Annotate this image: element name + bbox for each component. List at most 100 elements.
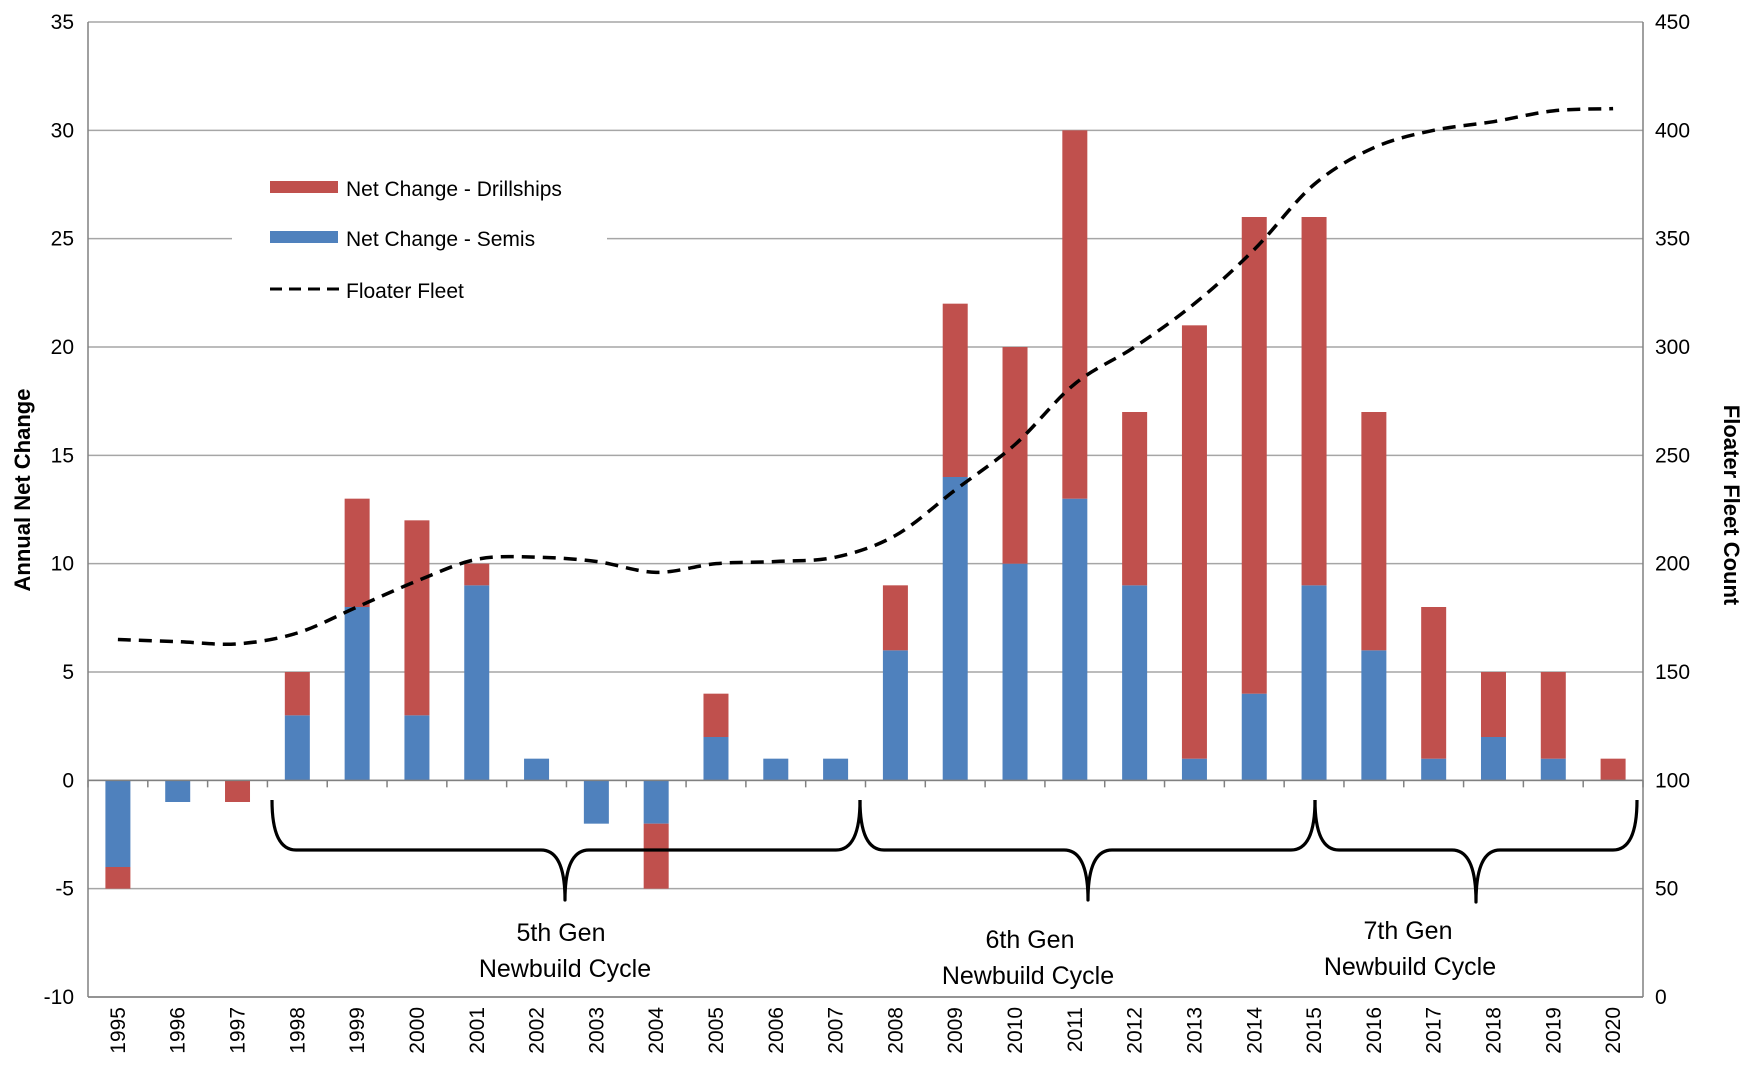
bar-drillships-2004	[643, 823, 669, 889]
brace-6th-gen	[858, 799, 1317, 902]
legend-swatch-semis	[270, 231, 338, 243]
y-tick-label: -5	[55, 878, 74, 901]
bar-semis-1995	[105, 780, 131, 867]
bar-drillships-2014	[1241, 217, 1267, 694]
legend-label-semis: Net Change - Semis	[346, 228, 535, 251]
y-tick-label: 5	[62, 661, 74, 684]
y2-axis-title: Floater Fleet Count	[1719, 405, 1744, 606]
brace-7th-gen	[1313, 799, 1639, 904]
x-tick-label: 2004	[645, 1007, 668, 1054]
x-tick-label: 1998	[286, 1007, 309, 1054]
annotation-7th-gen-line2: Newbuild Cycle	[1324, 953, 1496, 981]
y-tick-label: 0	[62, 769, 74, 792]
bar-drillships-2005	[703, 693, 729, 737]
bar-semis-2006	[763, 758, 789, 781]
y-tick-label: 35	[51, 11, 74, 34]
annotation-7th-gen-line1: 7th Gen	[1364, 917, 1453, 945]
bar-semis-2002	[524, 758, 550, 781]
y2-tick-label: 150	[1655, 661, 1690, 684]
bar-semis-1996	[165, 780, 191, 802]
legend-label-fleet: Floater Fleet	[346, 280, 464, 303]
bar-semis-2018	[1480, 737, 1506, 781]
y2-tick-label: 100	[1655, 769, 1690, 792]
y-tick-label: 10	[51, 553, 74, 576]
annotation-6th-gen-line2: Newbuild Cycle	[942, 962, 1114, 990]
bar-semis-2015	[1301, 585, 1327, 781]
bar-semis-2001	[464, 585, 490, 781]
legend-swatch-drillships	[270, 181, 338, 193]
x-tick-label: 2009	[944, 1007, 967, 1054]
x-tick-label: 2017	[1423, 1007, 1446, 1054]
x-tick-label: 2008	[884, 1007, 907, 1054]
x-tick-label: 2000	[406, 1007, 429, 1054]
bar-semis-1999	[344, 607, 370, 781]
brace-5th-gen	[270, 799, 862, 902]
bar-drillships-2010	[1002, 347, 1028, 564]
fleet-line-layer	[117, 106, 1614, 646]
ticks: -10-505101520253035050100150200250300350…	[44, 11, 1690, 1054]
bar-drillships-1998	[284, 672, 310, 716]
bar-drillships-2012	[1122, 412, 1148, 586]
annotations: 5th Gen Newbuild Cycle 6th Gen Newbuild …	[479, 917, 1496, 990]
y2-tick-label: 300	[1655, 336, 1690, 359]
legend: Net Change - Drillships Net Change - Sem…	[270, 178, 562, 303]
x-tick-label: 1997	[227, 1007, 250, 1054]
bar-semis-2010	[1002, 563, 1028, 781]
bar-semis-2008	[882, 650, 908, 781]
annotation-5th-gen-line2: Newbuild Cycle	[479, 955, 651, 983]
axes	[87, 22, 1644, 998]
bars	[105, 130, 1626, 889]
bar-drillships-2020	[1600, 758, 1626, 781]
y2-tick-label: 250	[1655, 444, 1690, 467]
bar-semis-2013	[1181, 758, 1207, 781]
y2-tick-label: 50	[1655, 878, 1678, 901]
y-tick-label: 20	[51, 336, 74, 359]
bar-semis-2007	[823, 758, 849, 781]
bar-drillships-2009	[942, 303, 968, 477]
bar-drillships-1995	[105, 867, 131, 889]
x-tick-label: 2007	[825, 1007, 848, 1054]
bar-semis-2012	[1122, 585, 1148, 781]
bar-semis-2011	[1062, 498, 1088, 781]
x-tick-label: 2010	[1004, 1007, 1027, 1054]
x-tick-label: 2019	[1542, 1007, 1565, 1054]
legend-label-drillships: Net Change - Drillships	[346, 178, 562, 201]
y-tick-label: -10	[44, 986, 74, 1009]
floater-fleet-line	[117, 106, 1614, 646]
bar-drillships-2000	[404, 520, 430, 716]
bar-drillships-1997	[225, 780, 251, 802]
x-tick-label: 2014	[1243, 1007, 1266, 1054]
bar-semis-2019	[1540, 758, 1566, 781]
y-tick-label: 25	[51, 228, 74, 251]
x-tick-label: 2011	[1064, 1007, 1087, 1052]
bar-semis-1998	[284, 715, 310, 781]
x-tick-label: 2013	[1183, 1007, 1206, 1054]
x-tick-label: 1999	[346, 1007, 369, 1054]
bar-semis-2000	[404, 715, 430, 781]
y2-tick-label: 400	[1655, 119, 1690, 142]
x-tick-label: 1996	[167, 1007, 190, 1054]
bar-semis-2005	[703, 737, 729, 781]
x-tick-label: 2005	[705, 1007, 728, 1054]
bar-drillships-2017	[1421, 607, 1447, 759]
bar-drillships-2001	[464, 563, 490, 586]
bar-semis-2009	[942, 477, 968, 781]
x-tick-label: 2018	[1482, 1007, 1505, 1054]
bar-drillships-2019	[1540, 672, 1566, 759]
x-tick-label: 1995	[107, 1007, 130, 1054]
bar-drillships-2015	[1301, 217, 1327, 586]
x-tick-label: 2015	[1303, 1007, 1326, 1054]
bar-drillships-2008	[882, 585, 908, 651]
bar-semis-2004	[643, 780, 669, 824]
bar-semis-2016	[1361, 650, 1387, 781]
bar-drillships-2016	[1361, 412, 1387, 651]
x-tick-label: 2012	[1124, 1007, 1147, 1054]
cycle-braces	[270, 799, 1639, 904]
y2-tick-label: 450	[1655, 11, 1690, 34]
x-tick-label: 2016	[1363, 1007, 1386, 1054]
x-tick-label: 2002	[526, 1007, 549, 1054]
annotation-5th-gen-line1: 5th Gen	[517, 919, 606, 947]
bar-drillships-2013	[1181, 325, 1207, 759]
bar-semis-2014	[1241, 693, 1267, 781]
